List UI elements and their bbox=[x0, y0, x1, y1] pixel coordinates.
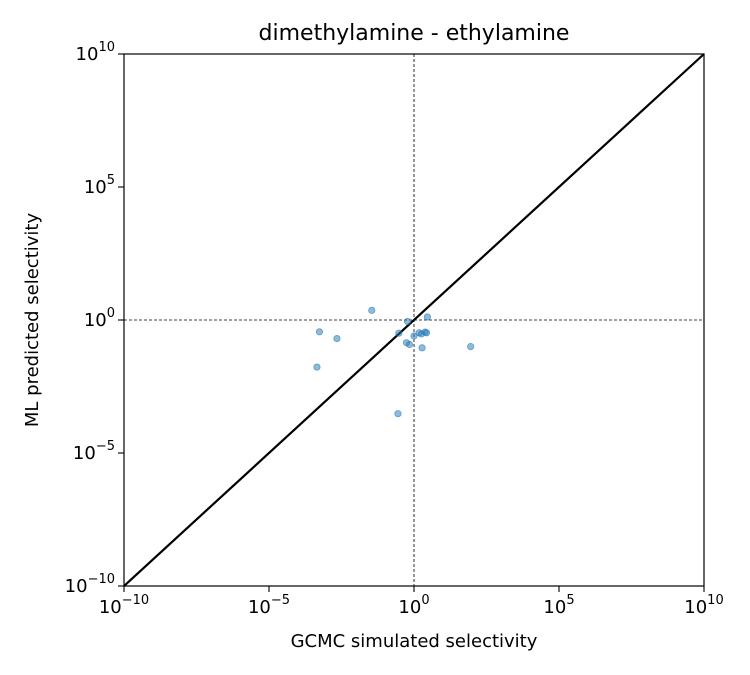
y-axis-label: ML predicted selectivity bbox=[22, 213, 43, 428]
y-tick-label: 1010 bbox=[76, 40, 115, 65]
data-point bbox=[467, 342, 475, 351]
data-point bbox=[394, 410, 402, 418]
chart-title: dimethylamine - ethylamine bbox=[259, 21, 570, 46]
data-point bbox=[313, 363, 321, 371]
x-axis-label: GCMC simulated selectivity bbox=[291, 631, 538, 652]
y-tick-label: 105 bbox=[84, 173, 115, 198]
x-tick-label: 10−5 bbox=[248, 593, 290, 618]
data-point bbox=[423, 313, 432, 321]
x-tick-label: 105 bbox=[543, 593, 574, 618]
data-point bbox=[410, 332, 418, 340]
data-point bbox=[422, 329, 431, 337]
x-tick-label: 100 bbox=[398, 593, 429, 618]
data-point bbox=[403, 317, 412, 326]
x-tick-label: 10−10 bbox=[99, 593, 149, 618]
y-tick-label: 10−5 bbox=[73, 439, 115, 464]
plot-area: 10−10 10−5 100 105 1010 10−10 10−5 100 105 1010 bbox=[65, 40, 724, 618]
data-point bbox=[368, 306, 376, 314]
x-tick-label: 1010 bbox=[684, 593, 723, 618]
data-point bbox=[418, 344, 426, 352]
y-tick-label: 10−10 bbox=[65, 572, 115, 597]
data-point bbox=[395, 329, 403, 337]
data-point bbox=[315, 328, 324, 336]
data-point bbox=[405, 340, 414, 349]
data-point bbox=[333, 334, 341, 343]
y-tick-label: 100 bbox=[84, 306, 115, 331]
identity-line bbox=[123, 53, 705, 587]
